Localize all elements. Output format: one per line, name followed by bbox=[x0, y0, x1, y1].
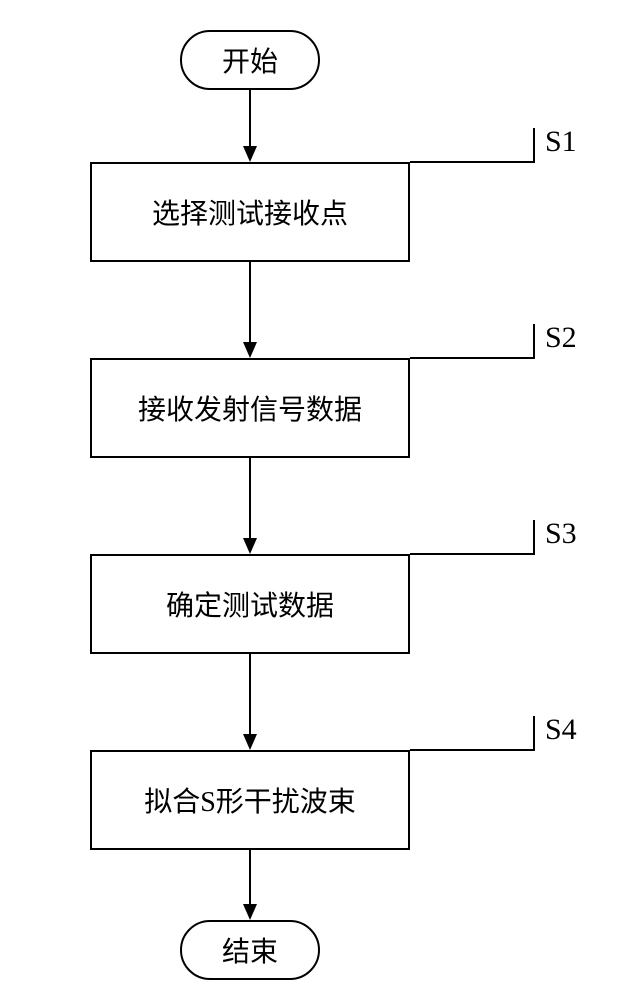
flowchart-step2: 接收发射信号数据 bbox=[90, 358, 410, 458]
arrow-2 bbox=[249, 262, 251, 342]
flowchart-start: 开始 bbox=[180, 30, 320, 90]
step2-label: 接收发射信号数据 bbox=[138, 388, 362, 428]
connector-s1-v bbox=[533, 128, 535, 163]
arrow-3-head bbox=[243, 538, 257, 554]
flowchart-end: 结束 bbox=[180, 920, 320, 980]
flowchart-step1: 选择测试接收点 bbox=[90, 162, 410, 262]
connector-s1-h bbox=[410, 161, 535, 163]
arrow-1 bbox=[249, 90, 251, 146]
label-s3: S3 bbox=[545, 517, 577, 551]
connector-s2-h bbox=[410, 357, 535, 359]
flowchart-step4: 拟合S形干扰波束 bbox=[90, 750, 410, 850]
step3-label: 确定测试数据 bbox=[166, 584, 334, 624]
arrow-5 bbox=[249, 850, 251, 904]
step4-label: 拟合S形干扰波束 bbox=[144, 780, 356, 820]
connector-s4-h bbox=[410, 749, 535, 751]
connector-s4-v bbox=[533, 716, 535, 751]
arrow-5-head bbox=[243, 904, 257, 920]
connector-s2-v bbox=[533, 324, 535, 359]
label-s1: S1 bbox=[545, 125, 577, 159]
arrow-4 bbox=[249, 654, 251, 734]
end-label: 结束 bbox=[222, 930, 278, 970]
arrow-3 bbox=[249, 458, 251, 538]
arrow-1-head bbox=[243, 146, 257, 162]
arrow-2-head bbox=[243, 342, 257, 358]
flowchart-step3: 确定测试数据 bbox=[90, 554, 410, 654]
label-s4: S4 bbox=[545, 713, 577, 747]
connector-s3-v bbox=[533, 520, 535, 555]
arrow-4-head bbox=[243, 734, 257, 750]
step1-label: 选择测试接收点 bbox=[152, 192, 348, 232]
label-s2: S2 bbox=[545, 321, 577, 355]
connector-s3-h bbox=[410, 553, 535, 555]
start-label: 开始 bbox=[222, 40, 278, 80]
